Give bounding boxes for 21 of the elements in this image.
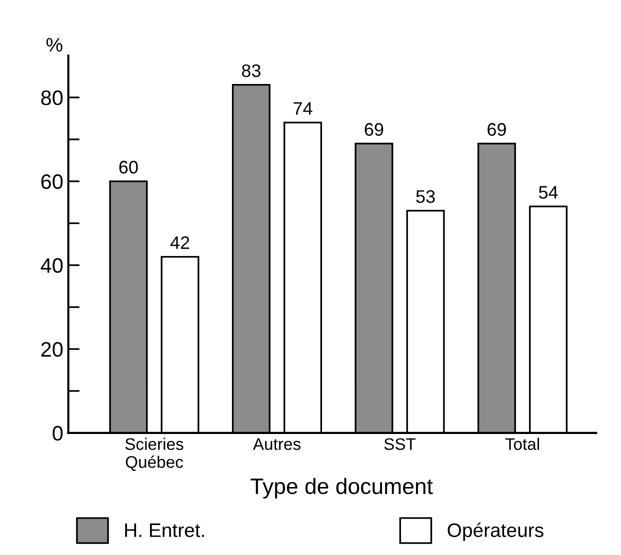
legend-label: H. Entret.: [125, 524, 204, 538]
y-tick-label: 80: [41, 90, 63, 106]
data-label: 53: [416, 190, 435, 203]
data-label: 74: [294, 102, 312, 115]
x-axis-title: Type de document: [250, 478, 433, 499]
data-label: 83: [242, 64, 260, 78]
y-axis-title: %: [46, 38, 62, 52]
data-label: 42: [170, 236, 190, 249]
x-tick-label: SST: [384, 438, 416, 450]
data-label: 60: [119, 160, 138, 174]
y-tick-label: 0: [52, 426, 63, 441]
data-label: 54: [538, 186, 558, 199]
y-tick-label: 60: [41, 174, 63, 190]
x-tick-label: Scieries Québec: [125, 438, 184, 471]
legend-label: Opérateurs: [448, 522, 544, 541]
x-tick-label: Total: [505, 438, 539, 450]
y-tick-label: 20: [41, 342, 63, 357]
x-tick-label: Autres: [252, 438, 300, 450]
data-label: 69: [364, 123, 384, 136]
data-label: 69: [488, 123, 506, 136]
y-tick-label: 40: [40, 258, 63, 273]
